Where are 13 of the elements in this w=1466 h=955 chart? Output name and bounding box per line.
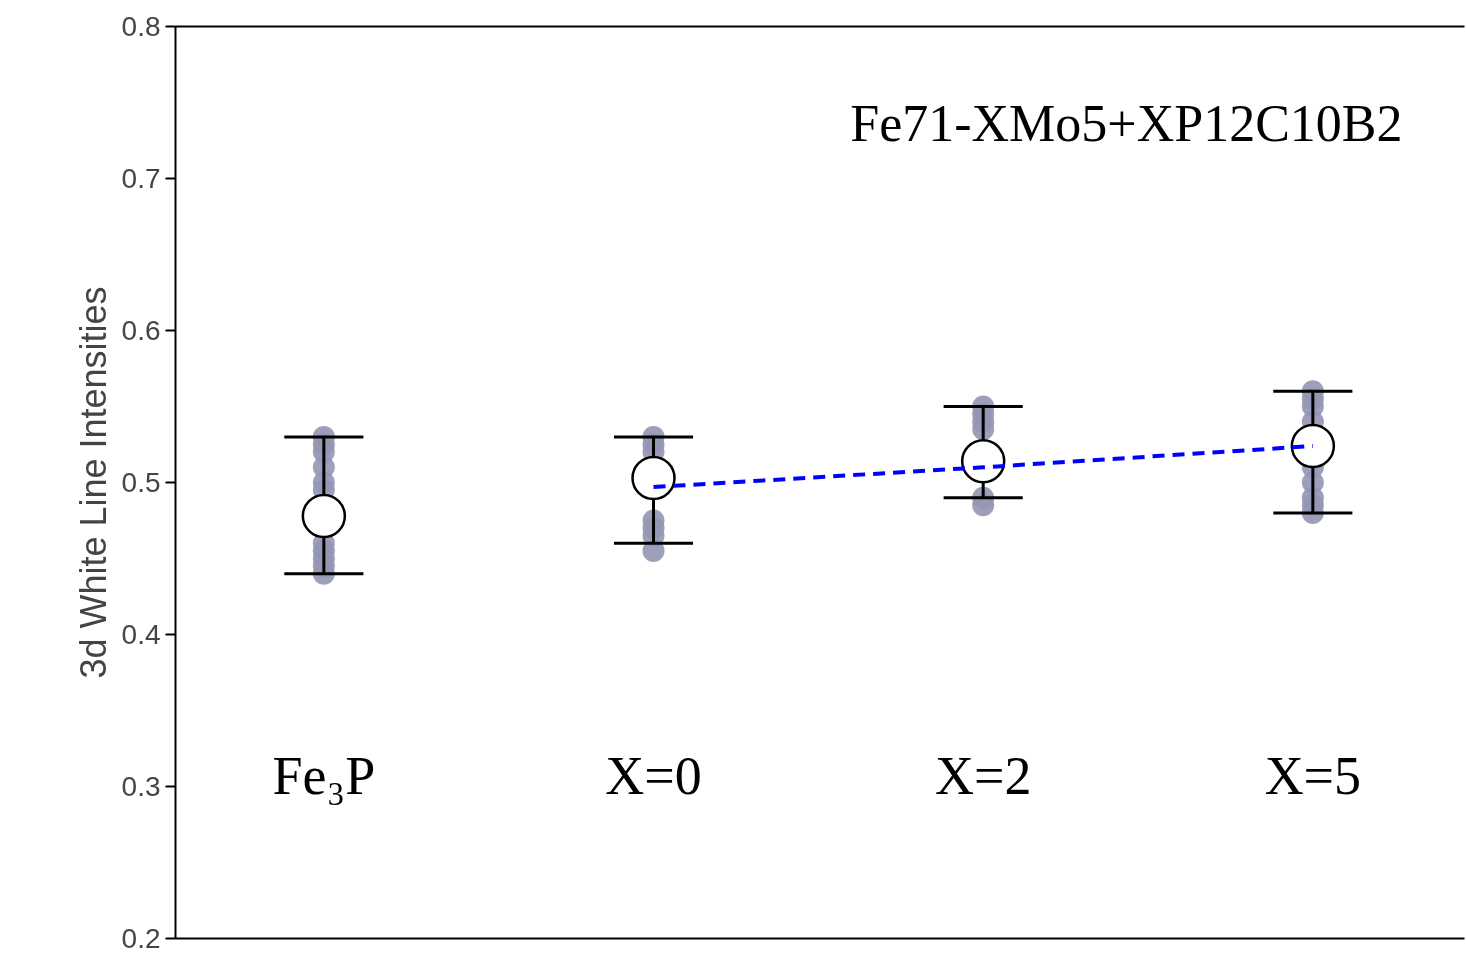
- y-axis-title: 3d White Line Intensities: [72, 286, 114, 679]
- annotation: Fe71-XMo5+XP12C10B2: [850, 95, 1403, 152]
- y-tick-label: 0.7: [121, 163, 161, 194]
- x-tick-label: X=2: [934, 746, 1032, 807]
- y-tick-label: 0.5: [121, 467, 161, 498]
- x-tick-label: X=0: [605, 746, 702, 807]
- y-tick-label: 0.3: [121, 771, 161, 802]
- y-tick-label: 0.2: [121, 923, 161, 954]
- x-tick-label: X=5: [1264, 746, 1362, 807]
- x-tick-label: Fe₃P: [272, 746, 376, 807]
- y-tick-label: 0.8: [121, 11, 161, 42]
- y-tick-label: 0.6: [121, 315, 161, 346]
- y-tick-label: 0.4: [121, 619, 161, 650]
